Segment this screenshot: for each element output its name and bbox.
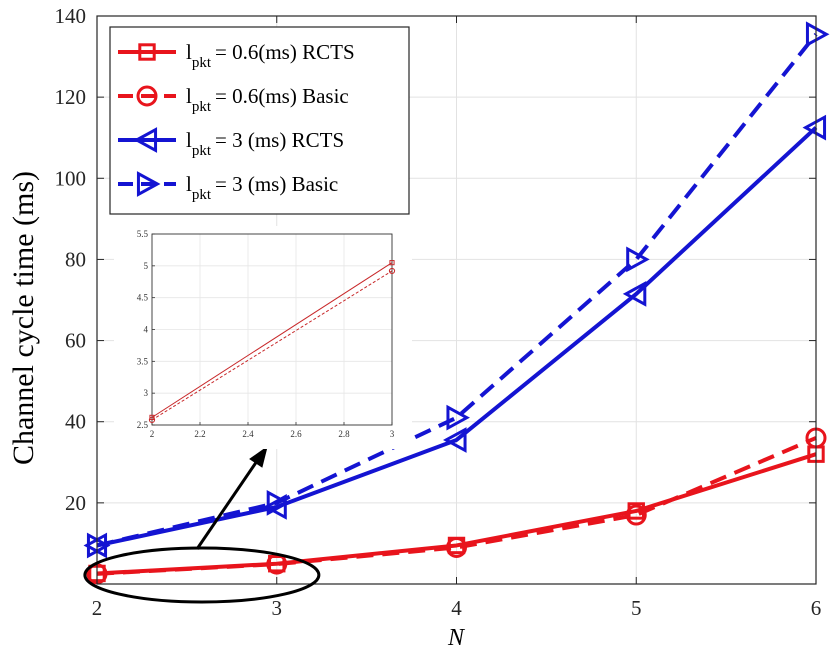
series-3 xyxy=(86,21,830,559)
inset-y-tick-label: 2.5 xyxy=(137,420,149,430)
legend-entry: lpkt = 3 (ms) Basic xyxy=(118,171,338,203)
inset-x-tick-label: 3 xyxy=(390,429,395,439)
inset-data-point xyxy=(148,416,156,424)
legend-marker xyxy=(136,85,158,107)
inset-y-tick-label: 3.5 xyxy=(137,356,149,366)
data-point xyxy=(622,281,647,307)
axes: 2 3 4 5 6 20 40 60 80 100 120 140 xyxy=(55,4,822,620)
legend-entry: lpkt = 0.6(ms) RCTS xyxy=(118,40,355,71)
annotations xyxy=(83,445,321,604)
x-tick-label: 6 xyxy=(811,596,822,620)
inset-x-tick-label: 2.4 xyxy=(242,429,254,439)
legend-label: lpkt = 3 (ms) RCTS xyxy=(186,128,344,159)
legend-box xyxy=(109,26,410,215)
legend-subscript: pkt xyxy=(192,187,212,203)
legend-subscript: pkt xyxy=(192,99,212,115)
legend-label: lpkt = 0.6(ms) Basic xyxy=(186,84,349,115)
y-tick-label: 60 xyxy=(65,329,86,353)
legend-subscript: pkt xyxy=(192,55,212,71)
data-point xyxy=(86,532,111,559)
inset-x-tick-label: 2 xyxy=(150,429,155,439)
legend-marker xyxy=(133,127,158,153)
inset-background xyxy=(114,226,412,449)
y-tick-label: 140 xyxy=(55,4,87,28)
data-point xyxy=(805,21,830,48)
inset-frame xyxy=(151,233,393,426)
legend-subscript: pkt xyxy=(192,143,212,159)
inset-data-point xyxy=(389,260,395,266)
zoom-arrow-line xyxy=(195,460,259,550)
zoom-region-ellipse xyxy=(83,546,321,604)
data-point xyxy=(446,536,467,558)
inset-chart: 2 2.2 2.4 2.6 2.8 3 2.5 3 3.5 4 4.5 5 5.5 xyxy=(114,226,412,449)
legend-entry: lpkt = 0.6(ms) Basic xyxy=(118,84,349,115)
y-tick-label: 40 xyxy=(65,410,86,434)
legend-main: l xyxy=(186,40,192,64)
legend-entry: lpkt = 3 (ms) RCTS xyxy=(118,127,344,159)
legend-rest: = 3 (ms) Basic xyxy=(215,172,338,196)
legend-label: lpkt = 3 (ms) Basic xyxy=(186,172,338,203)
x-tick-label: 2 xyxy=(92,596,103,620)
legend-marker xyxy=(136,171,161,197)
inset-series-line xyxy=(151,262,393,418)
data-point xyxy=(446,404,470,431)
y-tick-label: 120 xyxy=(55,85,87,109)
inset-y-tick-label: 5.5 xyxy=(137,229,149,239)
y-tick-label: 20 xyxy=(65,491,86,515)
inset-y-tick-label: 4 xyxy=(144,325,149,335)
legend-rest: = 0.6(ms) Basic xyxy=(215,84,349,108)
y-axis-label: Channel cycle time (ms) xyxy=(7,171,40,465)
x-tick-label: 3 xyxy=(272,596,283,620)
legend-main: l xyxy=(186,128,192,152)
inset-series-1 xyxy=(148,267,396,424)
inset-x-tick-label: 2.8 xyxy=(338,429,350,439)
y-tick-label: 80 xyxy=(65,247,86,271)
x-tick-label: 4 xyxy=(451,596,462,620)
x-tick-label: 5 xyxy=(631,596,642,620)
legend-main: l xyxy=(186,84,192,108)
inset-data-point xyxy=(388,267,396,275)
legend-main: l xyxy=(186,172,192,196)
legend-rest: = 0.6(ms) RCTS xyxy=(215,40,355,64)
inset-x-tick-label: 2.6 xyxy=(290,429,302,439)
legend-rest: = 3 (ms) RCTS xyxy=(215,128,344,152)
inset-y-tick-label: 4.5 xyxy=(137,293,149,303)
inset-y-tick-label: 5 xyxy=(144,261,149,271)
series-line xyxy=(96,436,817,576)
zoom-arrow-head xyxy=(249,445,268,468)
data-point xyxy=(802,114,827,141)
inset-x-tick-label: 2.2 xyxy=(194,429,205,439)
data-point xyxy=(266,489,291,516)
data-point xyxy=(443,427,467,453)
data-point xyxy=(626,246,650,273)
legend-marker xyxy=(138,43,156,61)
x-axis-label: N xyxy=(447,625,466,651)
inset-series-line xyxy=(151,270,393,421)
y-tick-label: 100 xyxy=(55,166,87,190)
data-point xyxy=(625,504,647,526)
legend-label: lpkt = 0.6(ms) RCTS xyxy=(186,40,355,71)
inset-y-tick-label: 3 xyxy=(144,388,149,398)
